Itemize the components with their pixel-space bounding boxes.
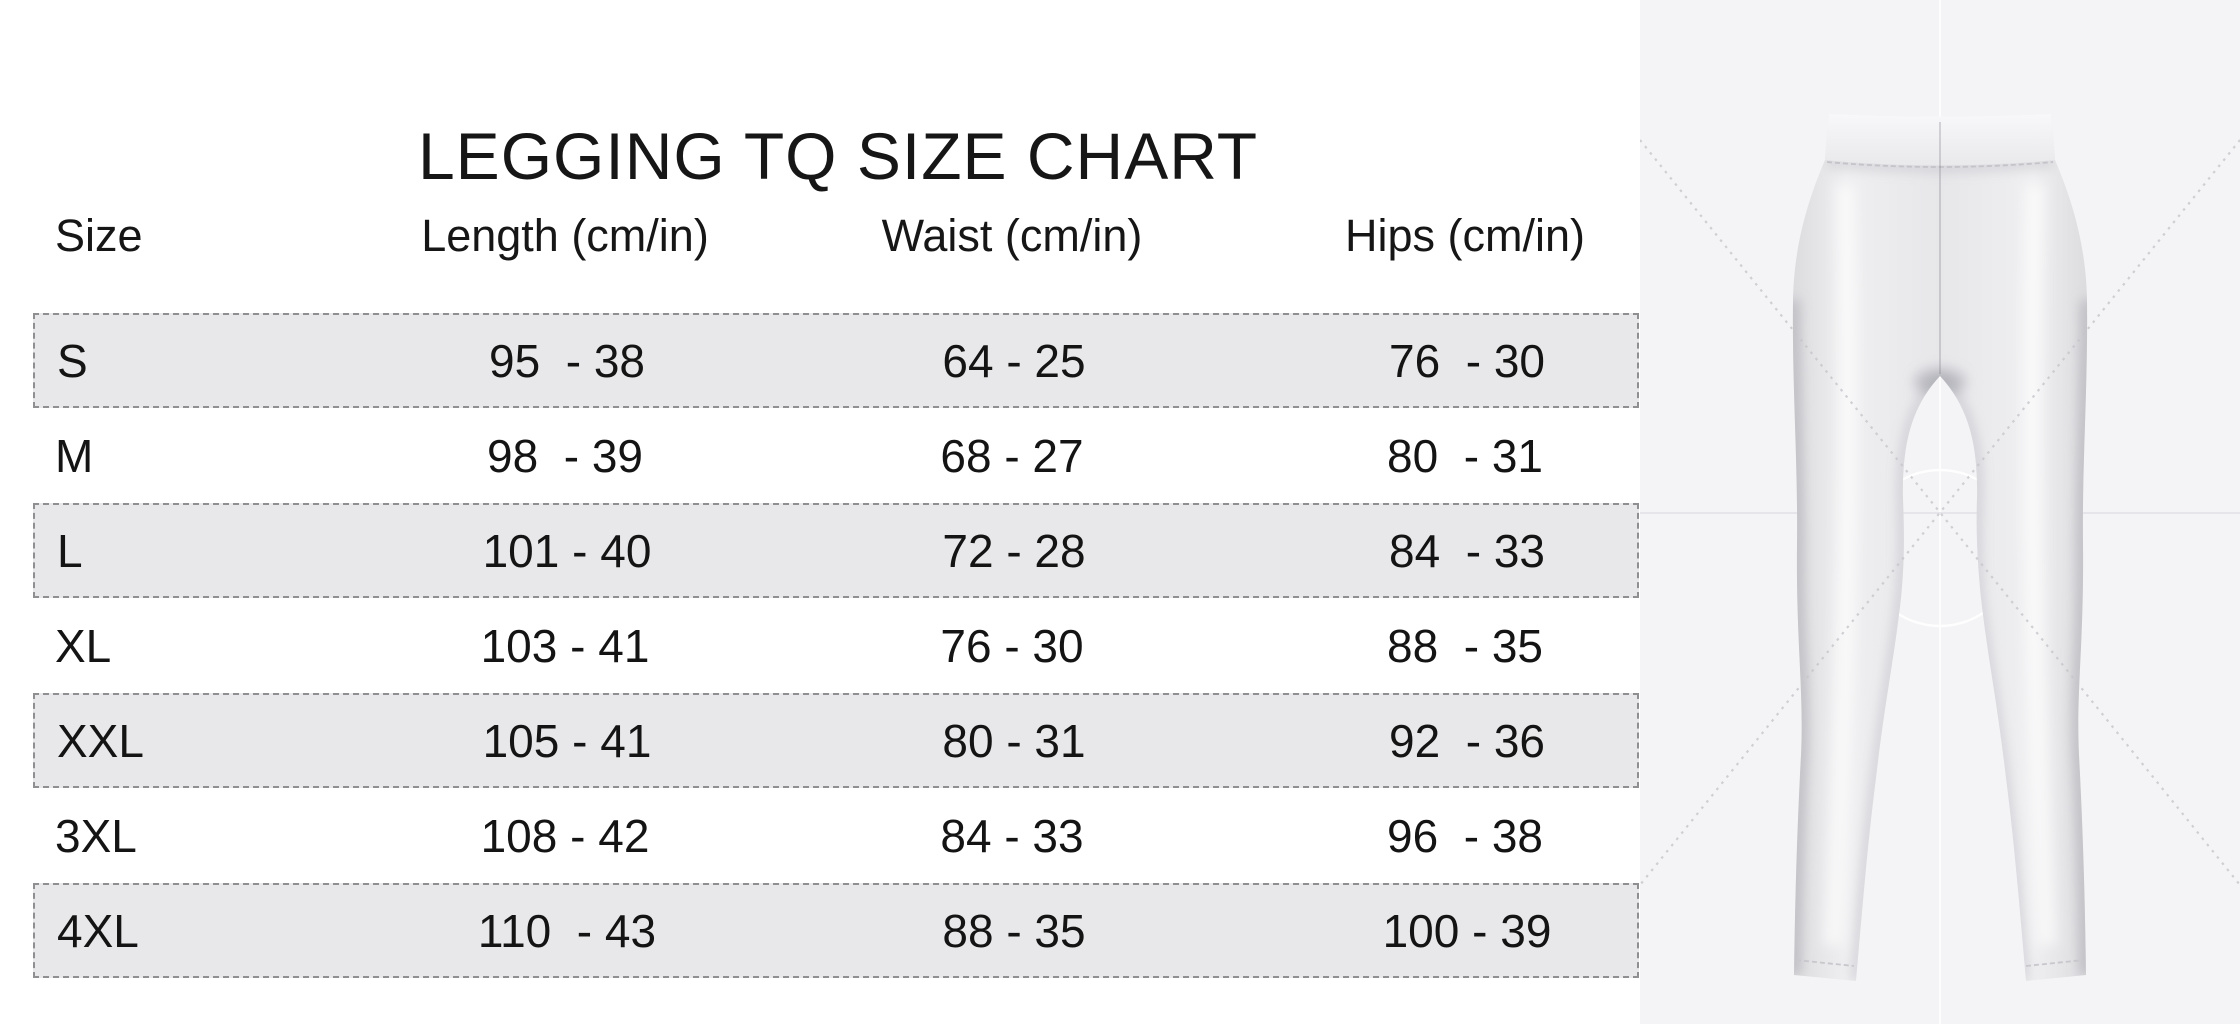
page-title: LEGGING TQ SIZE CHART bbox=[417, 119, 1259, 193]
length-cell: 101 - 40 bbox=[482, 524, 652, 577]
hips-cell: 80 - 31 bbox=[1387, 429, 1543, 482]
length-cell: 98 - 39 bbox=[487, 429, 643, 482]
table-row-xxl: XXL 105 - 41 80 - 31 92 - 36 bbox=[33, 693, 1639, 788]
table-row-3xl: 3XL 108 - 42 84 - 33 96 - 38 bbox=[33, 788, 1639, 883]
hips-cell: 100 - 39 bbox=[1382, 904, 1552, 957]
table-row-s: S 95 - 38 64 - 25 76 - 30 bbox=[33, 313, 1639, 408]
table-row-4xl: 4XL 110 - 43 88 - 35 100 - 39 bbox=[33, 883, 1639, 978]
table-row-l: L 101 - 40 72 - 28 84 - 33 bbox=[33, 503, 1639, 598]
hips-cell: 92 - 36 bbox=[1389, 714, 1545, 767]
size-cell: 3XL bbox=[55, 809, 137, 862]
table-row-xl: XL 103 - 41 76 - 30 88 - 35 bbox=[33, 598, 1639, 693]
hips-cell: 76 - 30 bbox=[1389, 334, 1545, 387]
column-header-hips: Hips (cm/in) bbox=[1344, 210, 1586, 261]
length-cell: 110 - 43 bbox=[477, 904, 657, 957]
waist-cell: 84 - 33 bbox=[940, 809, 1084, 862]
column-header-length: Length (cm/in) bbox=[421, 210, 709, 261]
hips-cell: 84 - 33 bbox=[1389, 524, 1545, 577]
hips-cell: 88 - 35 bbox=[1387, 619, 1543, 672]
length-cell: 103 - 41 bbox=[480, 619, 650, 672]
waist-cell: 88 - 35 bbox=[942, 904, 1086, 957]
size-cell: XXL bbox=[57, 714, 144, 767]
length-cell: 108 - 42 bbox=[480, 809, 650, 862]
table-row-m: M 98 - 39 68 - 27 80 - 31 bbox=[33, 408, 1639, 503]
waistband-seam bbox=[1826, 161, 2054, 168]
left-ankle-hem bbox=[1795, 959, 1855, 967]
waist-cell: 72 - 28 bbox=[942, 524, 1086, 577]
right-ankle-hem bbox=[2025, 959, 2085, 967]
product-mockup-panel bbox=[1640, 0, 2240, 1024]
hips-cell: 96 - 38 bbox=[1387, 809, 1543, 862]
leggings-waistband bbox=[1825, 114, 2055, 166]
length-cell: 95 - 38 bbox=[489, 334, 645, 387]
length-cell: 105 - 41 bbox=[482, 714, 652, 767]
leggings-body bbox=[1792, 114, 2088, 981]
waist-cell: 80 - 31 bbox=[942, 714, 1086, 767]
leggings-mockup-image bbox=[1640, 0, 2240, 1024]
waist-cell: 68 - 27 bbox=[940, 429, 1084, 482]
column-header-size: Size bbox=[55, 210, 143, 261]
size-cell: S bbox=[57, 334, 88, 387]
size-cell: 4XL bbox=[57, 904, 139, 957]
column-header-waist: Waist (cm/in) bbox=[881, 210, 1143, 261]
size-cell: L bbox=[57, 524, 83, 577]
size-cell: M bbox=[55, 429, 94, 482]
waist-cell: 76 - 30 bbox=[940, 619, 1084, 672]
size-cell: XL bbox=[55, 619, 112, 672]
waist-cell: 64 - 25 bbox=[942, 334, 1086, 387]
